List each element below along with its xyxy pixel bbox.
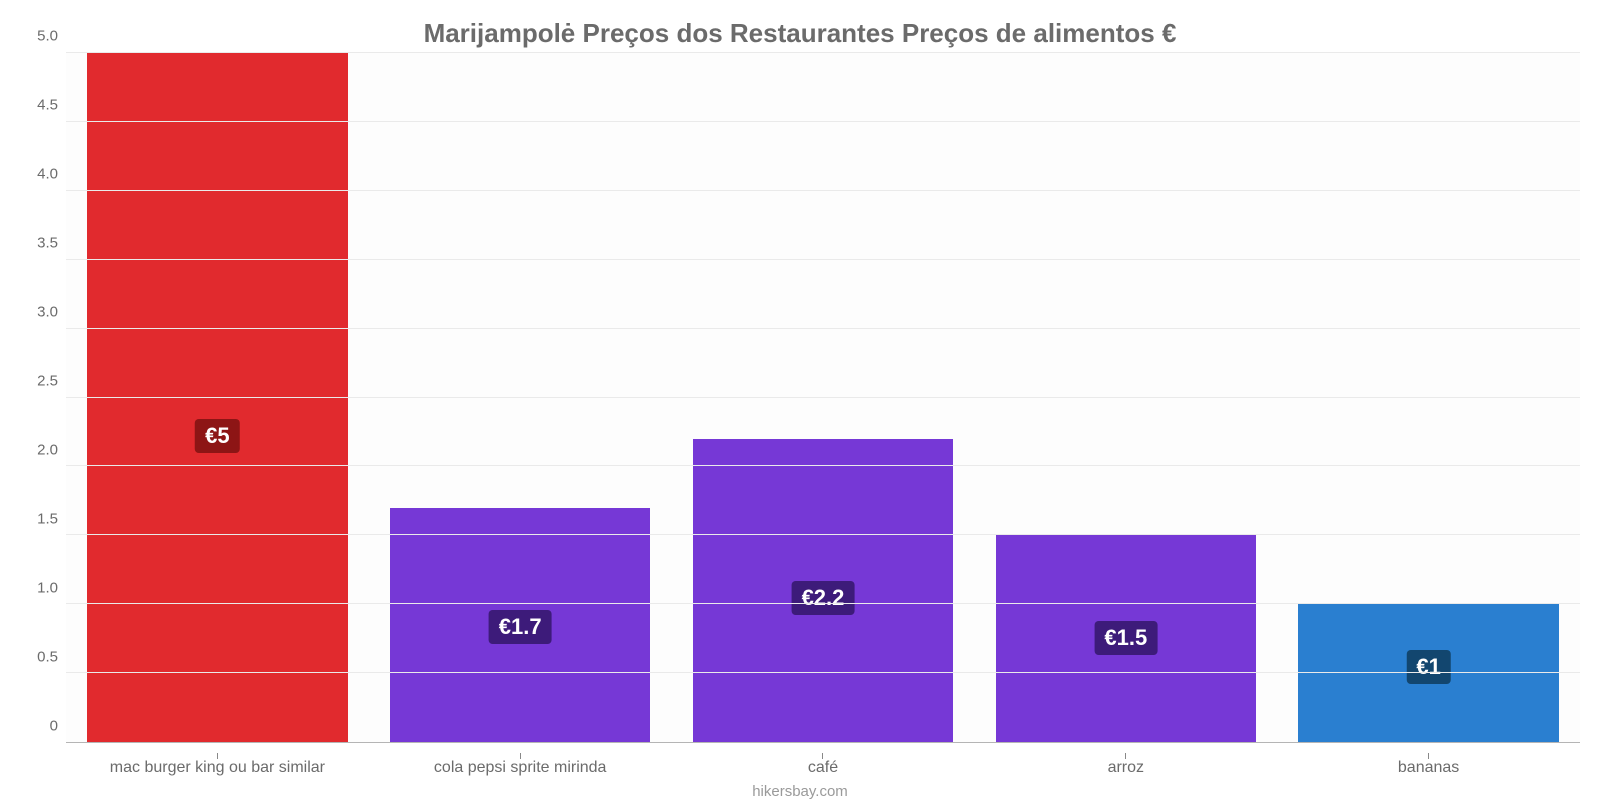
chart-source: hikersbay.com [20,783,1580,800]
x-tick-label: arroz [974,743,1277,777]
x-tick-label: cola pepsi sprite mirinda [369,743,672,777]
gridline [66,672,1580,673]
y-axis: 00.51.01.52.02.53.03.54.04.55.0 [20,53,66,743]
bar: €1.7 [390,508,650,742]
x-tick-label: mac burger king ou bar similar [66,743,369,777]
x-tick-label: bananas [1277,743,1580,777]
x-tick-label: café [672,743,975,777]
bar: €5 [87,53,347,742]
bar-value-label: €2.2 [792,581,855,615]
y-tick-label: 1.0 [37,580,58,597]
x-tick-text: cola pepsi sprite mirinda [369,759,672,777]
gridline [66,603,1580,604]
gridline [66,328,1580,329]
plot-outer: 00.51.01.52.02.53.03.54.04.55.0 €5€1.7€2… [20,53,1580,743]
y-tick-label: 0.5 [37,649,58,666]
bars-container: €5 €1.7 €2.2 €1.5 €1 [66,53,1580,742]
y-tick-label: 0 [50,718,58,735]
gridline [66,465,1580,466]
x-tick-text: arroz [974,759,1277,777]
bar-slot: €2.2 [672,53,975,742]
gridline [66,534,1580,535]
gridline [66,52,1580,53]
bar: €1.5 [996,535,1256,742]
bar-value-label: €1.7 [489,610,552,644]
x-tick-text: café [672,759,975,777]
y-tick-label: 5.0 [37,28,58,45]
bar-slot: €1.5 [974,53,1277,742]
y-tick-label: 2.0 [37,442,58,459]
gridline [66,397,1580,398]
y-tick-label: 3.5 [37,235,58,252]
gridline [66,190,1580,191]
x-tick-text: mac burger king ou bar similar [66,759,369,777]
gridline [66,259,1580,260]
y-tick-label: 1.5 [37,511,58,528]
gridline [66,121,1580,122]
bar-value-label: €5 [195,419,239,453]
y-tick-label: 2.5 [37,373,58,390]
bar: €2.2 [693,439,953,742]
x-axis: mac burger king ou bar similarcola pepsi… [66,743,1580,777]
chart-title: Marijampolė Preços dos Restaurantes Preç… [20,18,1580,49]
bar-value-label: €1 [1406,650,1450,684]
bar-slot: €5 [66,53,369,742]
bar-value-label: €1.5 [1094,621,1157,655]
y-tick-label: 4.0 [37,166,58,183]
y-tick-label: 3.0 [37,304,58,321]
y-tick-label: 4.5 [37,97,58,114]
x-tick-text: bananas [1277,759,1580,777]
bar-slot: €1.7 [369,53,672,742]
bar-slot: €1 [1277,53,1580,742]
price-bar-chart: Marijampolė Preços dos Restaurantes Preç… [0,0,1600,800]
plot-area: €5 €1.7 €2.2 €1.5 €1 [66,53,1580,743]
